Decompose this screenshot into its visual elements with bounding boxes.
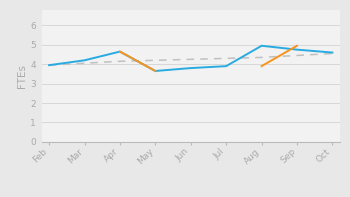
Y-axis label: FTEs: FTEs: [17, 64, 27, 88]
